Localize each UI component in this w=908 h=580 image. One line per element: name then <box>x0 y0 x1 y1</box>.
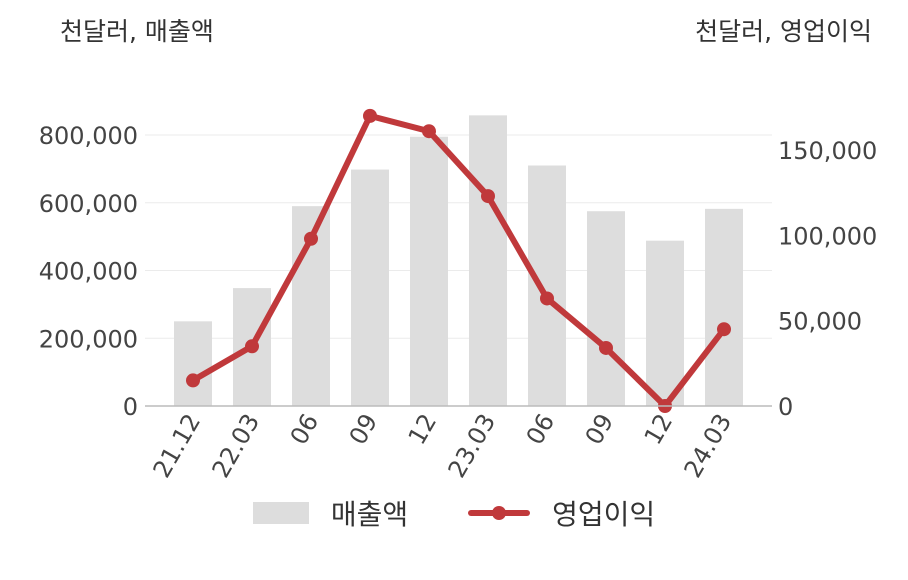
left-axis-ticks: 0 200,000 400,000 600,000 800,000 <box>39 122 138 421</box>
x-tick-label: 06 <box>521 409 561 449</box>
operating-profit-point <box>363 108 377 123</box>
x-tick-label: 21.12 <box>148 409 207 483</box>
x-tick-label: 09 <box>580 409 620 449</box>
operating-profit-series-line <box>190 112 727 409</box>
legend-label-operating-profit: 영업이익 <box>552 498 656 531</box>
x-tick-label: 09 <box>344 409 384 449</box>
left-tick-label: 600,000 <box>39 190 138 218</box>
x-tick-label: 12 <box>639 409 679 449</box>
combo-chart: 0 200,000 400,000 600,000 800,000 0 50,000 100… <box>39 108 877 483</box>
revenue-bar <box>174 321 212 406</box>
operating-profit-point <box>599 340 613 355</box>
right-tick-label: 50,000 <box>778 308 862 336</box>
x-tick-label: 22.03 <box>207 409 266 483</box>
revenue-bar <box>587 211 625 406</box>
legend-label-revenue: 매출액 <box>330 498 409 531</box>
x-tick-label: 24.03 <box>679 409 738 483</box>
left-tick-label: 200,000 <box>39 325 138 353</box>
legend: 매출액 영업이익 <box>0 493 908 533</box>
operating-profit-point <box>186 373 200 388</box>
left-axis-unit-label: 천달러, 매출액 <box>60 17 214 46</box>
revenue-bar <box>469 115 507 406</box>
right-axis-ticks: 0 50,000 100,000 150,000 <box>778 137 877 421</box>
legend-item-operating-profit: 영업이익 <box>468 493 655 533</box>
revenue-bar <box>410 136 448 406</box>
revenue-bar <box>705 208 743 406</box>
left-tick-label: 400,000 <box>39 258 138 286</box>
operating-profit-point <box>422 124 436 139</box>
operating-profit-point <box>304 231 318 246</box>
right-tick-label: 100,000 <box>778 222 877 250</box>
revenue-bar <box>528 165 566 406</box>
operating-profit-point <box>481 189 495 204</box>
operating-profit-point <box>717 322 731 337</box>
right-tick-label: 0 <box>778 393 793 421</box>
revenue-bar <box>646 240 684 406</box>
revenue-bar <box>351 169 389 406</box>
legend-swatch-line <box>468 502 531 524</box>
left-tick-label: 0 <box>123 393 138 421</box>
x-axis-ticks: 21.12 22.03 06 09 12 23.03 06 09 12 24.03 <box>148 409 738 483</box>
right-tick-label: 150,000 <box>778 137 877 165</box>
legend-swatch-bar <box>252 502 309 524</box>
revenue-bars <box>174 115 743 406</box>
x-tick-label: 06 <box>285 409 325 449</box>
x-tick-label: 23.03 <box>443 409 502 483</box>
operating-profit-point <box>540 291 554 306</box>
operating-profit-point <box>245 339 259 354</box>
right-axis-unit-label: 천달러, 영업이익 <box>695 17 872 46</box>
x-tick-label: 12 <box>403 409 443 449</box>
left-tick-label: 800,000 <box>39 122 138 150</box>
legend-item-revenue: 매출액 <box>252 493 409 533</box>
